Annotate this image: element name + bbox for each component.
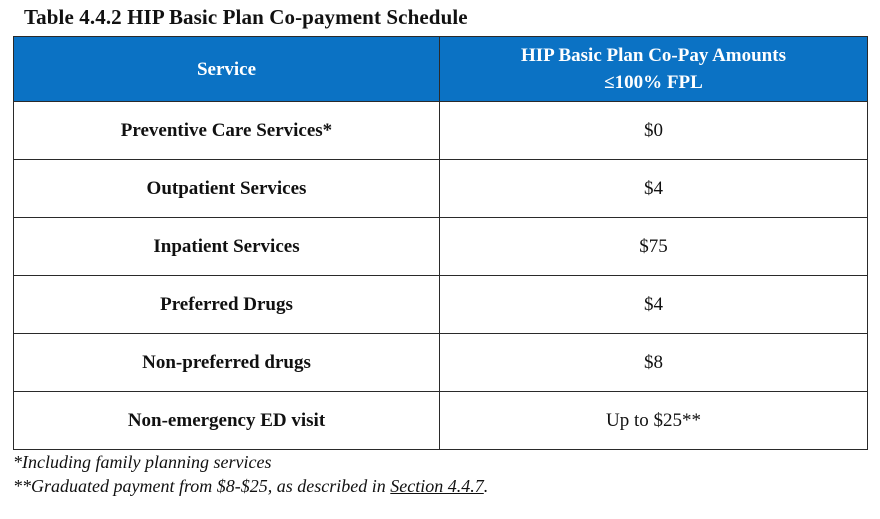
table-row: Preventive Care Services* $0 bbox=[13, 101, 868, 160]
table-row: Non-preferred drugs $8 bbox=[13, 333, 868, 392]
footnote-graduated-payment: **Graduated payment from $8-$25, as desc… bbox=[13, 474, 488, 498]
service-cell: Inpatient Services bbox=[13, 217, 440, 276]
amount-cell: $8 bbox=[439, 333, 868, 392]
section-link[interactable]: Section 4.4.7 bbox=[390, 476, 484, 496]
footnote-text: **Graduated payment from $8-$25, as desc… bbox=[13, 476, 391, 496]
service-column-header: Service bbox=[13, 36, 440, 102]
service-cell: Preferred Drugs bbox=[13, 275, 440, 334]
footnote-family-planning: *Including family planning services bbox=[13, 452, 272, 472]
amount-cell: $0 bbox=[439, 101, 868, 160]
amount-cell: Up to $25** bbox=[439, 391, 868, 450]
footnotes: *Including family planning services **Gr… bbox=[13, 450, 488, 498]
table-row: Preferred Drugs $4 bbox=[13, 275, 868, 334]
service-cell: Preventive Care Services* bbox=[13, 101, 440, 160]
table-row: Non-emergency ED visit Up to $25** bbox=[13, 391, 868, 450]
amount-cell: $4 bbox=[439, 275, 868, 334]
amount-column-header: HIP Basic Plan Co-Pay Amounts ≤100% FPL bbox=[439, 36, 868, 102]
service-cell: Non-emergency ED visit bbox=[13, 391, 440, 450]
service-cell: Outpatient Services bbox=[13, 159, 440, 218]
amount-header-line2: ≤100% FPL bbox=[604, 72, 703, 93]
amount-header-line1: HIP Basic Plan Co-Pay Amounts bbox=[521, 45, 786, 66]
amount-cell: $75 bbox=[439, 217, 868, 276]
footnote-period: . bbox=[483, 476, 489, 496]
service-cell: Non-preferred drugs bbox=[13, 333, 440, 392]
table-row: Inpatient Services $75 bbox=[13, 217, 868, 276]
table-row: Outpatient Services $4 bbox=[13, 159, 868, 218]
table-caption: Table 4.4.2 HIP Basic Plan Co-payment Sc… bbox=[24, 5, 468, 29]
copay-table: Service HIP Basic Plan Co-Pay Amounts ≤1… bbox=[13, 36, 868, 450]
header-row: Service HIP Basic Plan Co-Pay Amounts ≤1… bbox=[13, 36, 868, 102]
amount-cell: $4 bbox=[439, 159, 868, 218]
